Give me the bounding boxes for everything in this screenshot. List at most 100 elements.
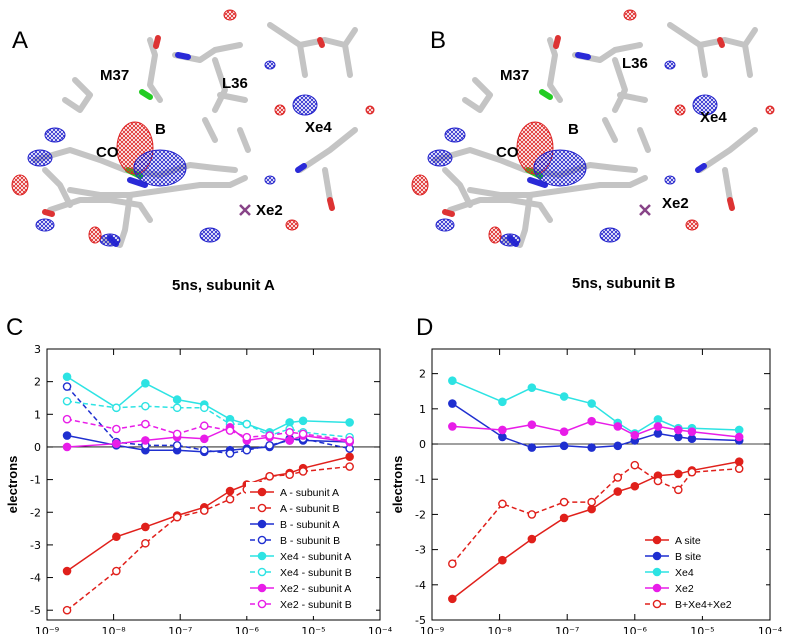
y-axis-label: electrons: [390, 456, 405, 514]
legend-label: B - subunit A: [280, 519, 340, 531]
data-point: [265, 472, 274, 481]
series-line: [451, 402, 740, 449]
data-point: [298, 467, 308, 476]
y-tick-label: -3: [415, 544, 426, 557]
legend-label: B+Xe4+Xe2: [675, 599, 732, 611]
data-point: [687, 427, 697, 437]
data-point: [734, 432, 744, 442]
data-point: [242, 445, 252, 455]
x-tick-label: 10⁻⁶: [235, 625, 260, 634]
data-point: [199, 434, 209, 444]
data-point: [734, 425, 744, 435]
plot-frame: [46, 348, 381, 621]
data-point: [298, 429, 308, 439]
legend-label: Xe2 - subunit B: [280, 599, 352, 611]
data-point: [172, 403, 182, 413]
legend-label: B - subunit B: [280, 535, 340, 547]
data-point: [527, 420, 537, 429]
caption: 5ns, subunit B: [572, 275, 676, 292]
x-tick-label: 10⁻⁷: [168, 625, 192, 634]
data-point: [448, 422, 457, 431]
data-point: [587, 399, 596, 408]
data-point: [62, 414, 72, 424]
data-point: [630, 481, 640, 491]
y-tick-label: 2: [419, 368, 426, 381]
data-point: [298, 416, 308, 426]
data-point: [498, 432, 507, 442]
panel-label: B: [430, 27, 446, 54]
data-point: [285, 470, 294, 480]
data-point: [498, 425, 507, 435]
x-tick-label: 10⁻⁸: [487, 625, 512, 634]
data-point: [559, 441, 569, 451]
panel-label: C: [6, 314, 23, 341]
data-point: [587, 497, 596, 507]
data-point: [613, 473, 623, 482]
y-axis-label: electrons: [5, 456, 20, 514]
data-point: [112, 566, 121, 576]
data-point: [527, 534, 537, 544]
y-tick-label: -2: [415, 508, 426, 521]
data-point: [498, 499, 507, 509]
y-tick-label: -4: [30, 572, 41, 585]
data-point: [630, 430, 640, 440]
data-point: [527, 443, 537, 452]
data-point: [62, 566, 72, 576]
data-point: [498, 555, 507, 565]
data-point: [613, 422, 623, 431]
data-point: [687, 467, 697, 477]
caption: 5ns, subunit A: [172, 277, 275, 294]
data-point: [345, 452, 354, 462]
y-tick-label: -1: [30, 474, 41, 487]
residue-label: M37: [100, 67, 129, 84]
data-point: [587, 504, 596, 514]
data-point: [285, 427, 294, 437]
data-point: [498, 397, 507, 407]
y-tick-label: 1: [419, 403, 426, 416]
data-point: [225, 449, 235, 458]
site-label: Xe4: [305, 119, 332, 136]
legend-label: A - subunit B: [280, 503, 340, 515]
legend-marker: [257, 551, 267, 561]
data-point: [199, 403, 209, 413]
site-label: B: [568, 121, 579, 138]
data-point: [242, 419, 252, 429]
y-tick-label: 1: [34, 408, 41, 421]
data-point: [673, 432, 683, 442]
data-point: [172, 429, 182, 439]
data-point: [62, 431, 72, 440]
data-point: [559, 497, 569, 507]
data-point: [225, 426, 235, 435]
data-point: [673, 425, 683, 435]
legend-marker: [257, 583, 267, 593]
data-point: [112, 403, 121, 413]
data-point: [172, 395, 182, 404]
data-point: [265, 431, 274, 440]
data-point: [653, 429, 663, 438]
legend-label: B site: [675, 551, 701, 563]
legend-marker: [652, 583, 662, 593]
legend-marker: [257, 519, 267, 529]
data-point: [141, 419, 150, 429]
plot-frame: [431, 348, 771, 621]
legend-label: Xe4: [675, 567, 694, 579]
site-label: Xe2: [256, 202, 283, 219]
data-point: [62, 372, 72, 382]
data-point: [172, 512, 182, 522]
data-point: [734, 464, 744, 473]
panel-label: A: [12, 27, 28, 54]
y-tick-label: 2: [34, 376, 41, 389]
data-point: [141, 522, 150, 532]
legend-label: A site: [675, 535, 701, 547]
legend-marker: [257, 487, 267, 497]
legend-box: [246, 482, 376, 616]
data-point: [285, 436, 294, 445]
legend-label: A - subunit A: [280, 487, 339, 499]
y-tick-label: 0: [34, 441, 41, 454]
y-tick-label: 3: [34, 343, 41, 356]
data-point: [345, 418, 354, 427]
legend-box: [641, 530, 766, 616]
